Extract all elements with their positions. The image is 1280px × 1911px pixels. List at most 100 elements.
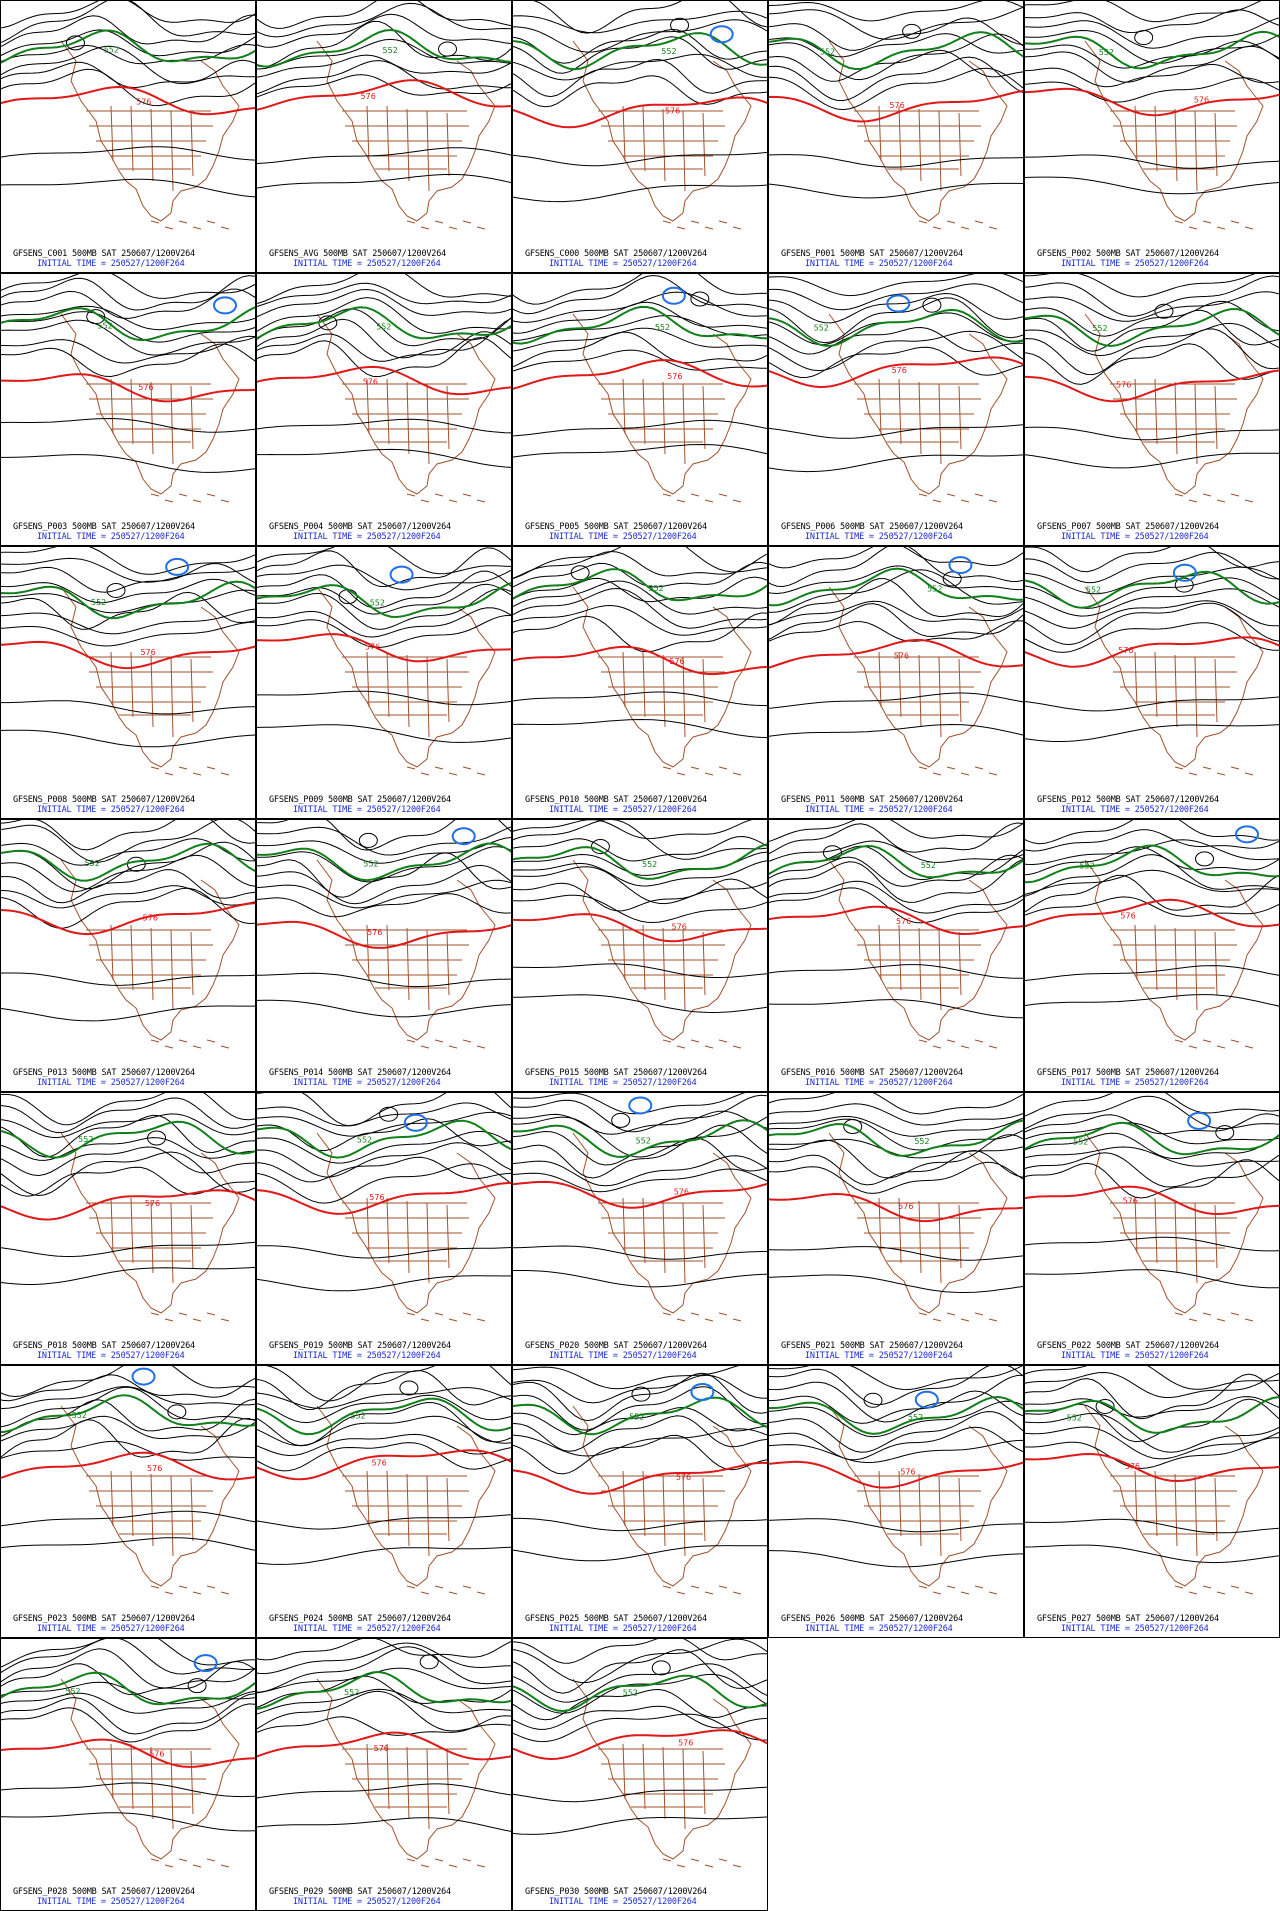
contour-label-576: 576 (667, 372, 682, 381)
contour-label-576: 576 (896, 917, 911, 926)
contour-label-576: 576 (140, 648, 155, 657)
height-contour-map: 552 576 (1, 820, 255, 1049)
panel-caption-model: GFSENS_P026 500MB SAT 250607/1200V264 (781, 1614, 963, 1624)
panel-caption-initial-time: INITIAL TIME = 250527/1200F264 (1061, 1078, 1209, 1088)
geography-outline (316, 40, 496, 230)
contour-label-576: 576 (149, 1749, 164, 1758)
contour-label-576: 576 (1120, 911, 1135, 920)
black-contours (1, 820, 255, 1022)
height-contour-map: 552 576 (257, 274, 511, 503)
panel-caption-initial-time: INITIAL TIME = 250527/1200F264 (37, 1351, 185, 1361)
panel-caption-model: GFSENS_C000 500MB SAT 250607/1200V264 (525, 249, 707, 259)
contour-576 (257, 920, 511, 949)
geography-outline (1084, 1405, 1264, 1595)
contour-576 (769, 1460, 1023, 1489)
contour-552 (1025, 844, 1279, 884)
black-contours (769, 547, 1023, 737)
contour-552 (257, 1119, 511, 1159)
black-contours (257, 274, 511, 468)
contour-576 (513, 1729, 767, 1761)
black-contours (1, 1366, 255, 1551)
contour-576 (1, 373, 255, 403)
height-contour-map: 552 576 (769, 1093, 1023, 1322)
panel-caption-model: GFSENS_P027 500MB SAT 250607/1200V264 (1037, 1614, 1219, 1624)
contour-label-552: 552 (820, 47, 835, 56)
black-contours (513, 820, 767, 1014)
map-panel: 552 576 GFSENS_P007 500MB SAT 250607/1200V… (1024, 273, 1280, 546)
black-contours (1, 1093, 255, 1285)
panel-caption-initial-time: INITIAL TIME = 250527/1200F264 (549, 805, 697, 815)
map-panel: 552 576 GFSENS_P024 500MB SAT 250607/1200V… (256, 1365, 512, 1638)
contour-576 (513, 1461, 767, 1495)
contour-label-576: 576 (1116, 381, 1131, 390)
contour-576 (769, 905, 1023, 936)
contour-576 (1, 640, 255, 670)
contour-label-576: 576 (138, 383, 153, 392)
map-panel: 552 576 GFSENS_P014 500MB SAT 250607/1200V… (256, 819, 512, 1092)
height-contour-map: 552 576 (769, 1366, 1023, 1595)
geography-outline (828, 313, 1008, 503)
panel-caption-initial-time: INITIAL TIME = 250527/1200F264 (1061, 1351, 1209, 1361)
panel-caption-initial-time: INITIAL TIME = 250527/1200F264 (549, 1624, 697, 1634)
black-contours (513, 274, 767, 458)
panel-caption-initial-time: INITIAL TIME = 250527/1200F264 (293, 532, 441, 542)
panel-caption-model: GFSENS_P011 500MB SAT 250607/1200V264 (781, 795, 963, 805)
height-contour-map: 552 576 (513, 1093, 767, 1322)
geography-outline (1084, 1132, 1264, 1322)
geography-outline (316, 1405, 496, 1595)
black-contours (1025, 820, 1279, 1007)
geography-outline (60, 1678, 240, 1868)
black-contours (513, 1639, 767, 1835)
panel-caption-initial-time: INITIAL TIME = 250527/1200F264 (805, 805, 953, 815)
contour-label-552: 552 (814, 324, 829, 333)
geography-outline (1084, 40, 1264, 230)
panel-caption-model: GFSENS_C001 500MB SAT 250607/1200V264 (13, 249, 195, 259)
contour-label-552: 552 (383, 46, 398, 55)
black-contours (257, 547, 511, 743)
contour-576 (513, 1180, 767, 1209)
panel-caption-initial-time: INITIAL TIME = 250527/1200F264 (549, 1897, 697, 1907)
height-contour-map: 552 576 (257, 820, 511, 1049)
contour-label-552: 552 (370, 598, 385, 607)
contour-label-552: 552 (623, 1688, 638, 1697)
contour-552 (769, 308, 1023, 347)
contour-label-576: 576 (1125, 1462, 1140, 1471)
contour-576 (1, 902, 255, 936)
contour-576 (1025, 1185, 1279, 1216)
geography-outline (1084, 313, 1264, 503)
map-panel: 552 576 GFSENS_P003 500MB SAT 250607/1200V… (0, 273, 256, 546)
contour-label-576: 576 (669, 657, 684, 666)
height-contour-map: 552 576 (1025, 1366, 1279, 1595)
contour-label-576: 576 (1118, 646, 1133, 655)
contour-552 (1025, 570, 1279, 609)
panel-caption-initial-time: INITIAL TIME = 250527/1200F264 (293, 1078, 441, 1088)
contour-528 (1234, 825, 1259, 844)
contour-576 (257, 1181, 511, 1215)
contour-label-552: 552 (104, 46, 119, 55)
contour-label-552: 552 (357, 1136, 372, 1145)
contour-552 (1, 580, 255, 620)
geography-outline (60, 859, 240, 1049)
map-panel: 552 576 GFSENS_AVG 500MB SAT 250607/1200V2… (256, 0, 512, 273)
panel-caption-initial-time: INITIAL TIME = 250527/1200F264 (805, 1351, 953, 1361)
contour-label-576: 576 (367, 928, 382, 937)
panel-caption-model: GFSENS_P030 500MB SAT 250607/1200V264 (525, 1887, 707, 1897)
height-contour-map: 552 576 (257, 547, 511, 776)
contour-552 (513, 1396, 767, 1436)
panel-caption-model: GFSENS_P013 500MB SAT 250607/1200V264 (13, 1068, 195, 1078)
black-contours (257, 820, 511, 1018)
panel-caption-model: GFSENS_P010 500MB SAT 250607/1200V264 (525, 795, 707, 805)
contour-label-576: 576 (374, 1744, 389, 1753)
contour-552 (769, 31, 1023, 71)
black-contours (1025, 1, 1279, 195)
contour-576 (769, 89, 1023, 123)
geography-outline (572, 586, 752, 776)
panel-caption-model: GFSENS_P008 500MB SAT 250607/1200V264 (13, 795, 195, 805)
contour-label-576: 576 (889, 101, 904, 110)
map-panel: 552 576 GFSENS_P016 500MB SAT 250607/1200V… (768, 819, 1024, 1092)
contour-552 (1025, 30, 1279, 70)
geography-outline (572, 859, 752, 1049)
contour-552 (513, 568, 767, 602)
contour-552 (513, 32, 767, 71)
panel-caption-model: GFSENS_P002 500MB SAT 250607/1200V264 (1037, 249, 1219, 259)
